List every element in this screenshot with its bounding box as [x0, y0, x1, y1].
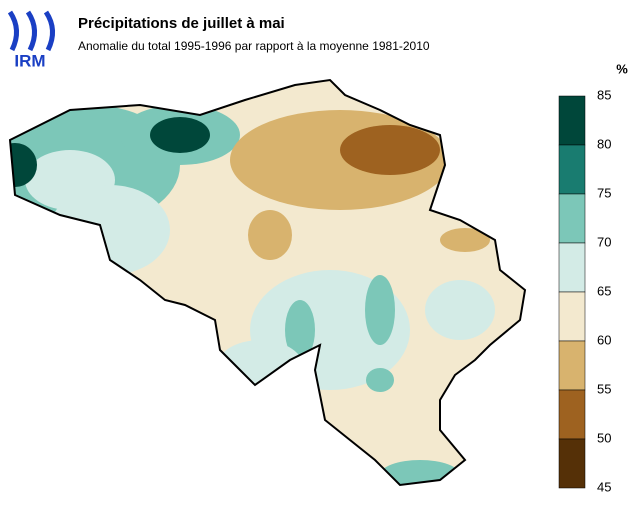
legend-tick-label: 75: [597, 185, 611, 200]
legend-swatch: [558, 95, 586, 146]
legend: % 85 80 75 70 65 60 55 50 45: [558, 61, 628, 494]
map: [10, 80, 525, 485]
legend-swatch: [558, 389, 586, 440]
legend-swatch: [558, 438, 586, 489]
legend-swatch: [558, 242, 586, 293]
legend-tick-label: 45: [597, 479, 611, 494]
legend-swatch: [558, 340, 586, 391]
legend-unit: %: [616, 61, 628, 76]
legend-tick-label: 65: [597, 283, 611, 298]
title: Précipitations de juillet à mai: [78, 15, 285, 32]
legend-swatch: [558, 291, 586, 342]
subtitle: Anomalie du total 1995-1996 par rapport …: [78, 39, 430, 53]
logo-text: IRM: [14, 51, 45, 70]
legend-tick-label: 80: [597, 136, 611, 151]
legend-swatch: [558, 144, 586, 195]
logo: IRM: [7, 10, 55, 70]
legend-swatch: [558, 193, 586, 244]
legend-tick-label: 55: [597, 381, 611, 396]
legend-tick-label: 60: [597, 332, 611, 347]
legend-tick-label: 85: [597, 87, 611, 102]
legend-tick-label: 50: [597, 430, 611, 445]
legend-tick-label: 70: [597, 234, 611, 249]
